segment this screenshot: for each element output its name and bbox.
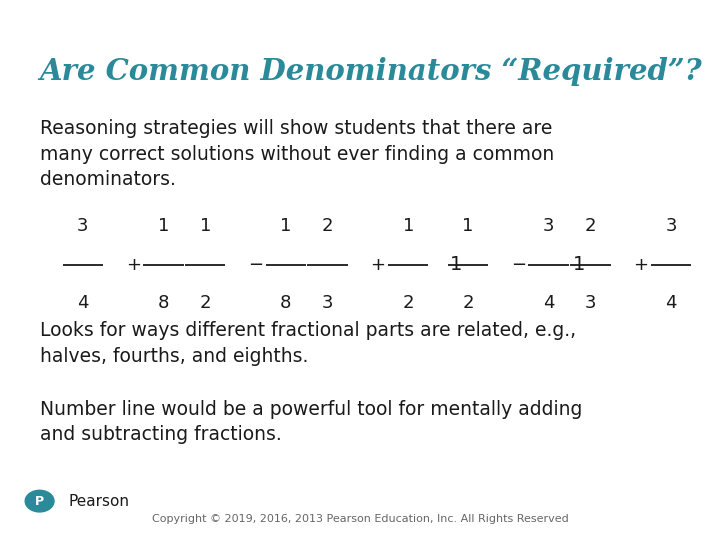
Text: Looks for ways different fractional parts are related, e.g.,
halves, fourths, an: Looks for ways different fractional part… (40, 321, 576, 366)
Text: 1: 1 (280, 217, 292, 235)
Text: 4: 4 (543, 294, 554, 312)
Text: 2: 2 (199, 294, 211, 312)
Text: 2: 2 (462, 294, 474, 312)
Text: +: + (634, 255, 648, 274)
Text: P: P (35, 495, 44, 508)
Text: −: − (248, 255, 264, 274)
Text: 1: 1 (462, 217, 474, 235)
Text: 1: 1 (572, 255, 585, 274)
Text: Reasoning strategies will show students that there are
many correct solutions wi: Reasoning strategies will show students … (40, 119, 554, 190)
Text: 4: 4 (77, 294, 89, 312)
Text: 2: 2 (322, 217, 333, 235)
Text: 3: 3 (543, 217, 554, 235)
Text: 3: 3 (585, 294, 596, 312)
Text: 8: 8 (158, 294, 169, 312)
Text: 3: 3 (77, 217, 89, 235)
Text: 3: 3 (665, 217, 677, 235)
Text: 2: 2 (585, 217, 596, 235)
Text: Pearson: Pearson (68, 494, 130, 509)
Text: 1: 1 (402, 217, 414, 235)
Text: −: − (510, 255, 526, 274)
Text: 1: 1 (450, 255, 462, 274)
Text: 8: 8 (280, 294, 292, 312)
Text: +: + (126, 255, 140, 274)
Text: Copyright © 2019, 2016, 2013 Pearson Education, Inc. All Rights Reserved: Copyright © 2019, 2016, 2013 Pearson Edu… (152, 515, 568, 524)
Text: +: + (371, 255, 385, 274)
Text: Are Common Denominators “Required”?: Are Common Denominators “Required”? (40, 57, 702, 86)
Text: 4: 4 (665, 294, 677, 312)
Text: 1: 1 (158, 217, 169, 235)
Text: 2: 2 (402, 294, 414, 312)
Circle shape (25, 490, 54, 512)
Text: Number line would be a powerful tool for mentally adding
and subtracting fractio: Number line would be a powerful tool for… (40, 400, 582, 444)
Text: 1: 1 (199, 217, 211, 235)
Text: 3: 3 (322, 294, 333, 312)
